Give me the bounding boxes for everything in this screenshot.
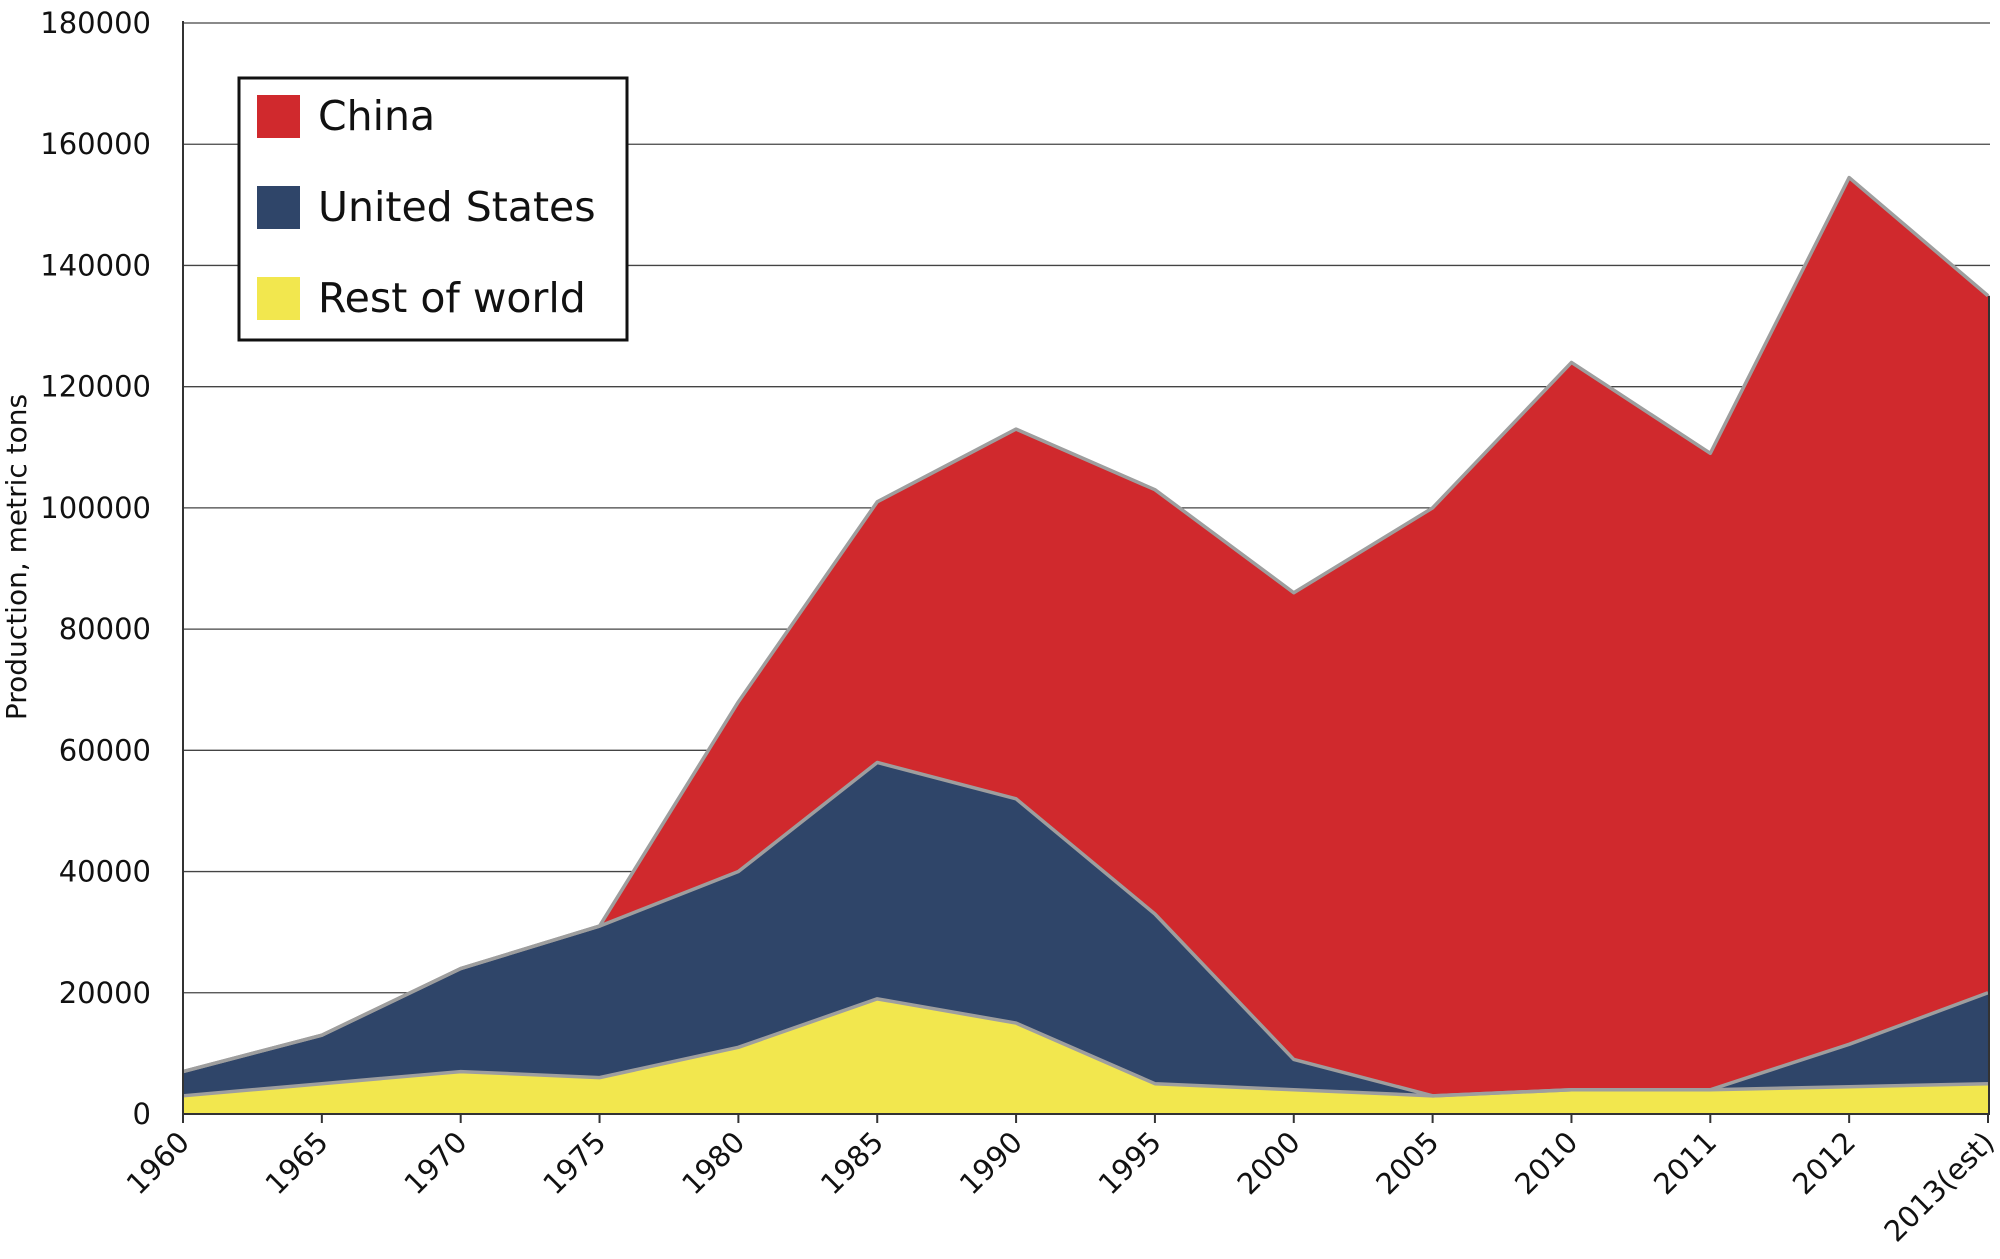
y-tick-label: 120000 bbox=[40, 370, 151, 404]
legend-label-china: China bbox=[318, 92, 435, 140]
x-tick-label: 1995 bbox=[1092, 1125, 1168, 1201]
y-tick-label: 140000 bbox=[40, 248, 151, 282]
x-tick-label: 1985 bbox=[814, 1125, 890, 1201]
y-tick-label: 180000 bbox=[40, 6, 151, 40]
x-tick-label: 2010 bbox=[1508, 1125, 1584, 1201]
y-tick-label: 40000 bbox=[59, 855, 151, 889]
x-tick-label: 1960 bbox=[120, 1125, 196, 1201]
legend-swatch-china bbox=[257, 95, 300, 138]
y-tick-label: 80000 bbox=[59, 612, 151, 646]
y-tick-label: 100000 bbox=[40, 491, 151, 525]
legend-box bbox=[237, 76, 629, 342]
x-tick-label: 1990 bbox=[953, 1125, 1029, 1201]
series-boundary-china bbox=[182, 175, 1990, 1074]
x-tick-label: 2005 bbox=[1369, 1125, 1445, 1201]
x-tick-label: 2013(est) bbox=[1877, 1125, 2000, 1249]
x-tick-label: 1975 bbox=[536, 1125, 612, 1201]
y-axis-label: Production, metric tons bbox=[0, 394, 33, 720]
x-axis-ticks: 1960 1965 1970 1975 1980 1985 1990 1995 2000 2005… bbox=[120, 1114, 2000, 1248]
x-tick-label: 2012 bbox=[1786, 1125, 1862, 1201]
legend-label-united-states: United States bbox=[318, 183, 596, 231]
y-tick-label: 20000 bbox=[59, 976, 151, 1010]
legend-swatch-rest-of-world bbox=[257, 277, 300, 320]
y-tick-label: 0 bbox=[133, 1097, 151, 1131]
x-tick-label: 2011 bbox=[1647, 1125, 1723, 1201]
y-tick-label: 60000 bbox=[59, 733, 151, 767]
legend: China United States Rest of world bbox=[237, 76, 629, 342]
y-tick-label: 160000 bbox=[40, 127, 151, 161]
x-tick-label: 1970 bbox=[397, 1125, 473, 1201]
legend-label-rest-of-world: Rest of world bbox=[318, 274, 586, 322]
series-outlines bbox=[182, 175, 1990, 1098]
axes bbox=[182, 21, 1990, 1115]
legend-swatch-united-states bbox=[257, 186, 300, 229]
y-axis-ticks: 0 20000 40000 60000 80000 100000 120000 140000 1… bbox=[40, 6, 151, 1131]
x-tick-label: 1980 bbox=[675, 1125, 751, 1201]
x-tick-label: 2000 bbox=[1230, 1125, 1306, 1201]
x-tick-label: 1965 bbox=[259, 1125, 335, 1201]
